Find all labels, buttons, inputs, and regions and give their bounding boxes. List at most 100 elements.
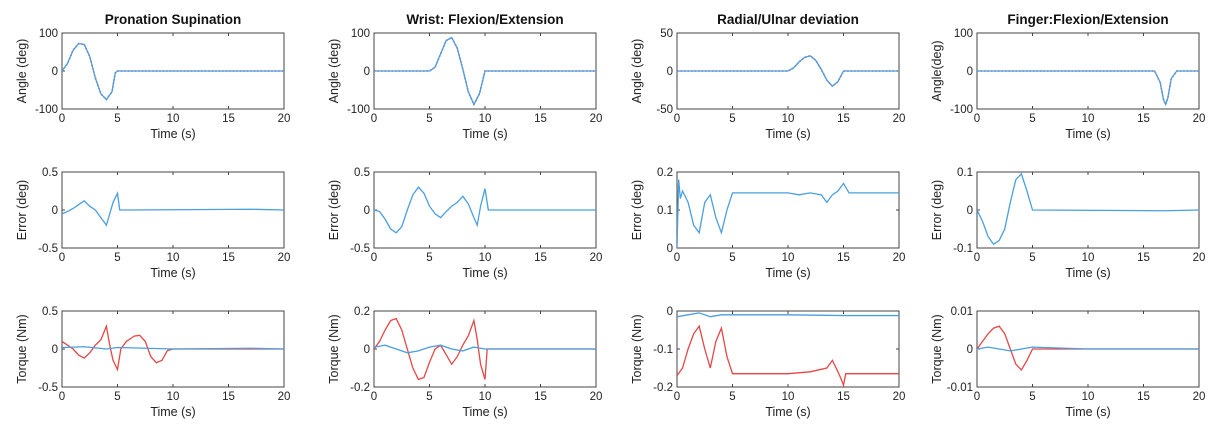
y-tick-label: 0 [967, 344, 973, 356]
x-tick-label: 0 [974, 113, 980, 125]
y-axis-label: Error (deg) [930, 180, 944, 240]
series-line-measured [677, 312, 899, 318]
x-tick-label: 10 [479, 391, 492, 403]
y-tick-label: 0 [667, 66, 673, 78]
y-tick-label: -100 [950, 104, 973, 116]
chart-title: Finger:Flexion/Extension [1007, 12, 1168, 27]
series-line-reference [62, 323, 284, 372]
x-tick-label: 20 [1193, 113, 1206, 125]
chart-title: Pronation Supination [105, 12, 242, 27]
x-tick-label: 20 [590, 252, 603, 264]
x-tick-label: 20 [1193, 391, 1206, 403]
x-tick-label: 5 [729, 391, 735, 403]
x-tick-label: 10 [479, 113, 492, 125]
x-axis-label: Time (s) [150, 127, 195, 141]
x-tick-label: 20 [590, 391, 603, 403]
x-tick-label: 20 [893, 113, 906, 125]
y-tick-label: -0.1 [653, 344, 673, 356]
x-tick-label: 0 [674, 252, 680, 264]
x-tick-label: 10 [782, 113, 795, 125]
y-tick-label: 0 [667, 306, 673, 318]
x-axis-label: Time (s) [150, 405, 195, 419]
y-tick-label: 0.5 [354, 167, 370, 179]
x-axis-label: Time (s) [765, 266, 810, 280]
y-tick-label: 50 [660, 28, 673, 40]
y-tick-label: -0.2 [653, 382, 673, 394]
chart-title: Radial/Ulnar deviation [717, 12, 859, 27]
x-tick-label: 10 [479, 252, 492, 264]
x-tick-label: 0 [371, 113, 377, 125]
x-tick-label: 10 [1082, 391, 1095, 403]
y-axis-label: Angle(deg) [930, 40, 944, 101]
x-tick-label: 10 [167, 113, 180, 125]
x-tick-label: 5 [1029, 113, 1035, 125]
x-tick-label: 5 [729, 113, 735, 125]
x-tick-label: 5 [114, 113, 120, 125]
chart-title: Wrist: Flexion/Extension [406, 12, 563, 27]
plot-area [676, 171, 900, 249]
x-tick-label: 0 [674, 391, 680, 403]
x-tick-label: 15 [837, 113, 850, 125]
y-tick-label: -100 [35, 104, 58, 116]
series-line-reference [677, 324, 899, 387]
y-axis-label: Torque (Nm) [930, 314, 944, 383]
x-tick-label: 0 [59, 391, 65, 403]
x-axis-label: Time (s) [765, 405, 810, 419]
x-tick-label: 15 [837, 252, 850, 264]
x-tick-label: 5 [114, 252, 120, 264]
x-tick-label: 15 [1137, 113, 1150, 125]
x-tick-label: 0 [974, 391, 980, 403]
x-axis-label: Time (s) [1065, 127, 1110, 141]
series-line-measured [62, 346, 284, 350]
y-axis-label: Angle (deg) [630, 39, 644, 104]
y-tick-label: -100 [347, 104, 370, 116]
y-axis-label: Angle (deg) [327, 39, 341, 104]
series-line-reference [977, 325, 1199, 371]
x-tick-label: 5 [1029, 252, 1035, 264]
x-tick-label: 10 [1082, 252, 1095, 264]
x-tick-label: 20 [278, 391, 291, 403]
x-tick-label: 15 [222, 252, 235, 264]
x-tick-label: 20 [893, 252, 906, 264]
y-tick-label: 0 [52, 344, 58, 356]
x-tick-label: 5 [426, 252, 432, 264]
y-axis-label: Error (deg) [327, 180, 341, 240]
series-line-measured [62, 42, 284, 101]
chart-panel-11: 0 5 10 15 20 -0.2 -0.1 0 Time (s) Torque (Nm) [630, 306, 905, 419]
y-tick-label: -0.5 [38, 243, 58, 255]
y-axis-label: Torque (Nm) [327, 314, 341, 383]
y-tick-label: 100 [954, 28, 973, 40]
y-tick-label: -50 [656, 104, 673, 116]
y-axis-label: Torque (Nm) [630, 314, 644, 383]
y-tick-label: 0.2 [354, 306, 370, 318]
x-tick-label: 0 [974, 252, 980, 264]
x-axis-label: Time (s) [1065, 266, 1110, 280]
x-tick-label: 10 [167, 391, 180, 403]
y-tick-label: 0.01 [951, 306, 973, 318]
series-line-measured [677, 55, 899, 88]
plot-area [676, 310, 900, 388]
x-tick-label: 20 [278, 113, 291, 125]
x-tick-label: 20 [1193, 252, 1206, 264]
x-tick-label: 15 [534, 252, 547, 264]
y-tick-label: -0.5 [38, 382, 58, 394]
x-tick-label: 15 [534, 391, 547, 403]
y-tick-label: 0.2 [657, 167, 673, 179]
y-tick-label: 0 [52, 66, 58, 78]
y-tick-label: 0 [967, 66, 973, 78]
x-tick-label: 10 [782, 252, 795, 264]
x-tick-label: 0 [371, 391, 377, 403]
x-tick-label: 15 [222, 391, 235, 403]
series-line-measured [977, 70, 1199, 107]
y-axis-label: Angle (deg) [15, 39, 29, 104]
x-tick-label: 15 [1137, 252, 1150, 264]
